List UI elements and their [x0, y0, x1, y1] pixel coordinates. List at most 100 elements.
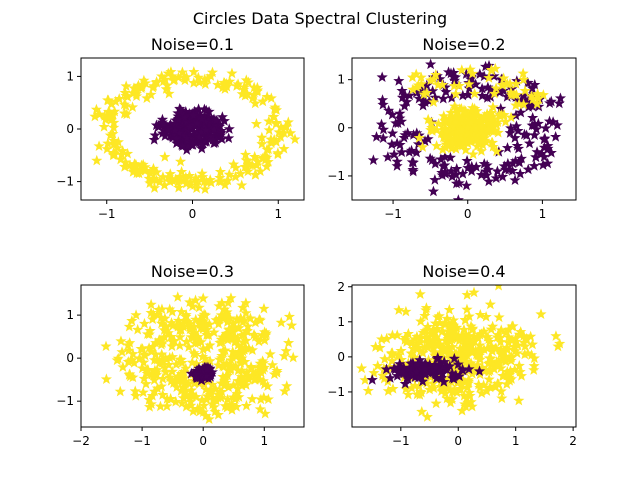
- scatter-point-cluster-2: [532, 88, 544, 99]
- scatter-point-cluster-0: [175, 368, 187, 379]
- scatter-point-cluster-0: [447, 314, 460, 326]
- x-tick-label: 0: [464, 207, 472, 221]
- scatter-point-cluster-2: [490, 82, 502, 94]
- scatter-point-cluster-2: [501, 78, 513, 89]
- scatter-point-cluster-1: [452, 358, 464, 370]
- scatter-point-cluster-2: [505, 86, 517, 98]
- scatter-point-cluster-0: [179, 72, 191, 83]
- scatter-point-cluster-1: [419, 363, 431, 375]
- scatter-point-cluster-0: [187, 328, 199, 340]
- scatter-point-cluster-1: [413, 371, 425, 383]
- scatter-point-cluster-0: [420, 304, 432, 316]
- scatter-point-cluster-0: [244, 158, 256, 170]
- axes-frame: [80, 284, 305, 428]
- scatter-point-cluster-0: [157, 389, 169, 400]
- scatter-point-cluster-0: [454, 342, 466, 354]
- scatter-point-cluster-0: [429, 174, 441, 185]
- scatter-point-cluster-1: [479, 134, 491, 146]
- scatter-point-cluster-0: [275, 316, 287, 328]
- scatter-point-cluster-0: [473, 378, 485, 390]
- scatter-point-cluster-0: [377, 123, 390, 135]
- scatter-point-cluster-0: [278, 127, 290, 138]
- scatter-point-cluster-1: [223, 132, 235, 144]
- scatter-point-cluster-0: [130, 90, 143, 102]
- scatter-point-cluster-0: [162, 171, 175, 182]
- scatter-point-cluster-0: [263, 124, 275, 135]
- y-tick-label: 1: [337, 73, 345, 87]
- scatter-point-cluster-0: [463, 82, 475, 94]
- scatter-point-cluster-0: [159, 151, 171, 162]
- scatter-point-cluster-0: [184, 323, 196, 335]
- x-tick-label: −2: [72, 434, 90, 448]
- scatter-point-cluster-0: [186, 356, 198, 368]
- scatter-point-cluster-0: [430, 397, 442, 409]
- scatter-point-cluster-0: [166, 351, 179, 362]
- scatter-point-cluster-1: [449, 100, 461, 112]
- scatter-point-cluster-0: [416, 405, 428, 417]
- scatter-point-cluster-0: [246, 393, 258, 404]
- scatter-point-cluster-0: [226, 332, 238, 343]
- scatter-point-cluster-0: [391, 155, 403, 167]
- scatter-point-cluster-0: [234, 168, 247, 179]
- scatter-point-cluster-0: [256, 138, 268, 149]
- scatter-point-cluster-0: [391, 160, 403, 171]
- scatter-point-cluster-0: [251, 85, 263, 97]
- scatter-point-cluster-0: [493, 311, 505, 323]
- scatter-point-cluster-2: [464, 63, 476, 75]
- scatter-point-cluster-0: [509, 174, 521, 186]
- scatter-point-cluster-1: [456, 112, 468, 124]
- scatter-point-cluster-0: [240, 342, 252, 353]
- scatter-point-cluster-0: [194, 405, 206, 417]
- scatter-point-cluster-0: [208, 401, 220, 412]
- scatter-point-cluster-1: [505, 111, 517, 123]
- scatter-point-cluster-0: [446, 170, 458, 182]
- scatter-points: [356, 285, 566, 422]
- scatter-point-cluster-0: [440, 86, 452, 97]
- scatter-point-cluster-0: [176, 66, 188, 78]
- scatter-point-cluster-0: [109, 105, 121, 117]
- scatter-point-cluster-0: [494, 285, 503, 291]
- scatter-point-cluster-0: [509, 155, 522, 166]
- scatter-point-cluster-1: [176, 140, 189, 151]
- scatter-point-cluster-2: [485, 64, 497, 75]
- scatter-point-cluster-0: [395, 345, 407, 356]
- scatter-point-cluster-0: [116, 148, 128, 160]
- scatter-point-cluster-0: [402, 388, 414, 400]
- scatter-point-cluster-1: [422, 113, 434, 125]
- scatter-point-cluster-0: [168, 335, 180, 346]
- scatter-point-cluster-0: [504, 127, 516, 138]
- scatter-point-cluster-1: [413, 132, 425, 143]
- scatter-point-cluster-1: [471, 105, 483, 116]
- scatter-point-cluster-1: [440, 125, 452, 136]
- y-tick-label: 0: [337, 121, 345, 135]
- scatter-point-cluster-2: [469, 87, 481, 99]
- scatter-point-cluster-1: [478, 111, 490, 123]
- scatter-point-cluster-0: [495, 102, 507, 114]
- scatter-point-cluster-0: [261, 143, 273, 155]
- scatter-point-cluster-0: [387, 127, 399, 139]
- scatter-point-cluster-0: [512, 142, 525, 154]
- scatter-point-cluster-0: [267, 110, 279, 122]
- scatter-point-cluster-0: [123, 369, 135, 380]
- scatter-point-cluster-0: [478, 158, 490, 169]
- scatter-point-cluster-0: [218, 76, 230, 88]
- scatter-point-cluster-0: [108, 121, 120, 133]
- x-tick-label: 1: [274, 207, 282, 221]
- scatter-point-cluster-0: [458, 390, 470, 401]
- scatter-point-cluster-1: [412, 358, 424, 369]
- scatter-point-cluster-0: [485, 323, 497, 335]
- scatter-point-cluster-0: [165, 317, 178, 328]
- scatter-point-cluster-0: [188, 66, 200, 77]
- scatter-point-cluster-0: [107, 147, 120, 158]
- scatter-point-cluster-1: [208, 123, 220, 135]
- scatter-point-cluster-0: [393, 304, 405, 315]
- scatter-point-cluster-0: [227, 158, 240, 170]
- scatter-point-cluster-0: [527, 111, 539, 123]
- scatter-point-cluster-0: [240, 334, 252, 346]
- scatter-point-cluster-0: [521, 332, 533, 344]
- scatter-point-cluster-0: [138, 356, 150, 368]
- scatter-point-cluster-1: [402, 373, 414, 385]
- scatter-point-cluster-1: [405, 357, 417, 369]
- scatter-point-cluster-0: [501, 142, 514, 153]
